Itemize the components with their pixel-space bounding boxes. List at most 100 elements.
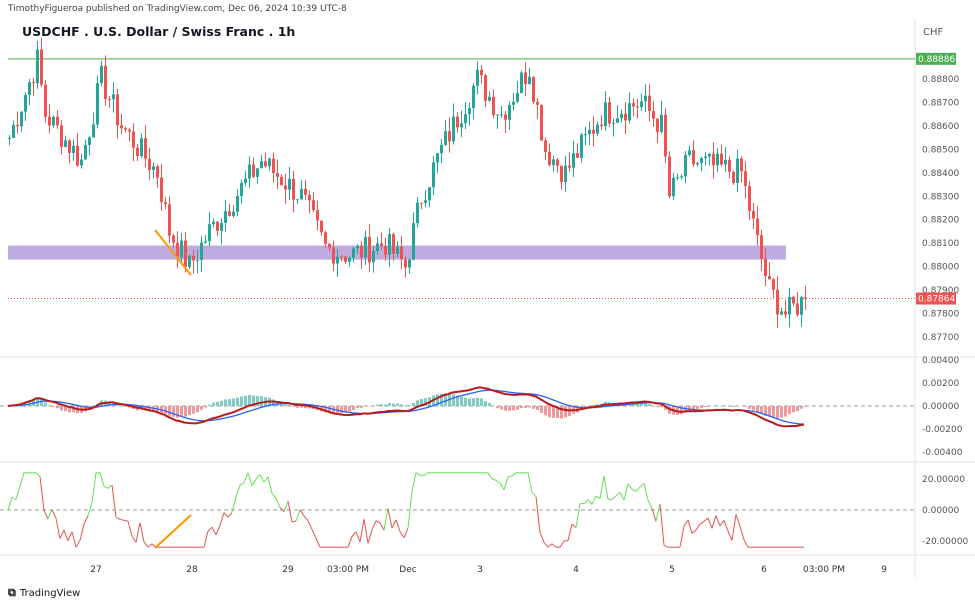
- oscillator-segment: [275, 498, 281, 508]
- candle-body: [776, 289, 779, 315]
- oscillator-segment: [531, 492, 537, 497]
- oscillator-segment: [375, 520, 381, 524]
- candle-body: [440, 144, 443, 154]
- macd-histogram-bar: [516, 406, 519, 410]
- macd-histogram-bar: [188, 406, 191, 416]
- macd-histogram-bar: [468, 398, 471, 406]
- macd-histogram-bar: [396, 403, 399, 406]
- oscillator-segment: [35, 472, 41, 477]
- oscillator-segment: [15, 485, 21, 500]
- oscillator-segment: [7, 497, 13, 511]
- oscillator-segment: [395, 519, 401, 532]
- oscillator-segment: [495, 479, 501, 484]
- oscillator-segment: [415, 472, 421, 476]
- macd-histogram-bar: [388, 403, 391, 406]
- macd-histogram-bar: [704, 406, 707, 408]
- macd-histogram-bar: [540, 406, 543, 413]
- macd-histogram-bar: [504, 406, 507, 411]
- candle-body: [300, 188, 303, 200]
- macd-histogram-bar: [592, 405, 595, 406]
- price-tick: 0.88600: [922, 122, 959, 132]
- macd-histogram-bar: [752, 406, 755, 411]
- osc-trendline: [154, 514, 192, 549]
- macd-histogram-bar: [476, 397, 479, 406]
- macd-histogram-bar: [680, 406, 683, 415]
- candle-body: [84, 145, 87, 160]
- macd-histogram-bar: [556, 406, 559, 418]
- candle-body: [268, 158, 271, 167]
- macd-histogram-bar: [240, 396, 243, 406]
- candle-body: [324, 232, 327, 244]
- candle-body: [200, 242, 203, 260]
- candle-body: [184, 240, 187, 267]
- macd-histogram-bar: [56, 406, 59, 409]
- oscillator-segment: [227, 512, 233, 518]
- macd-histogram-bar: [272, 399, 275, 406]
- candle-body: [764, 258, 767, 277]
- macd-histogram-bar: [744, 406, 747, 407]
- oscillator-segment: [399, 531, 405, 539]
- oscillator-segment: [623, 483, 629, 501]
- macd-tick: -0.00200: [922, 425, 963, 435]
- macd-histogram-bar: [284, 404, 287, 406]
- oscillator-segment: [647, 500, 653, 509]
- candle-body: [396, 246, 399, 254]
- time-tick: 29: [282, 565, 294, 575]
- macd-histogram-bar: [124, 406, 127, 407]
- candle-body: [320, 220, 323, 233]
- candle-body: [276, 173, 279, 177]
- price-tick: 0.88000: [922, 263, 959, 273]
- oscillator-segment: [115, 516, 121, 520]
- oscillator-segment: [559, 540, 565, 548]
- candle-body: [288, 178, 291, 190]
- candle-body: [760, 235, 763, 259]
- tradingview-logo-icon: ⧉: [8, 586, 16, 599]
- candle-body: [96, 83, 99, 125]
- macd-histogram-bar: [404, 405, 407, 406]
- candle-body: [496, 114, 499, 116]
- candle-body: [488, 96, 491, 101]
- macd-histogram-bar: [688, 406, 691, 411]
- candle-body: [644, 95, 647, 102]
- oscillator-segment: [103, 485, 109, 489]
- oscillator-segment: [255, 474, 261, 480]
- oscillator-segment: [139, 522, 145, 542]
- candle-body: [336, 256, 339, 264]
- candle-body: [656, 118, 659, 132]
- price-tick: 0.88400: [922, 169, 959, 179]
- candle-body: [252, 164, 255, 177]
- candle-body: [304, 188, 307, 195]
- oscillator-segment: [715, 515, 721, 527]
- candle-body: [784, 311, 787, 315]
- candle-body: [680, 176, 683, 178]
- macd-histogram-bar: [24, 402, 27, 406]
- oscillator-segment: [259, 474, 265, 483]
- candle-body: [596, 124, 599, 134]
- macd-histogram-bar: [456, 395, 459, 406]
- oscillator-segment: [539, 532, 545, 543]
- time-tick: 28: [186, 565, 198, 575]
- macd-histogram-bar: [236, 397, 239, 406]
- macd-histogram-bar: [460, 396, 463, 406]
- candle-body: [544, 140, 547, 153]
- macd-histogram-bar: [640, 403, 643, 406]
- price-tick: 0.88800: [922, 75, 959, 85]
- oscillator-segment: [359, 519, 365, 542]
- candle-body: [788, 296, 791, 315]
- oscillator-segment: [51, 509, 57, 519]
- macd-histogram-bar: [696, 406, 699, 409]
- oscillator-segment: [55, 518, 61, 539]
- candle-body: [140, 138, 143, 157]
- macd-histogram-bar: [288, 405, 291, 406]
- candle-body: [332, 247, 335, 264]
- candle-body: [504, 114, 507, 120]
- oscillator-segment: [723, 520, 729, 532]
- candle-body: [796, 303, 799, 315]
- candle-body: [244, 178, 247, 184]
- macd-histogram-bar: [760, 406, 763, 415]
- candle-body: [152, 166, 155, 170]
- macd-tick: 0.00000: [922, 402, 959, 412]
- candle-body: [32, 82, 35, 84]
- oscillator-segment: [695, 523, 701, 531]
